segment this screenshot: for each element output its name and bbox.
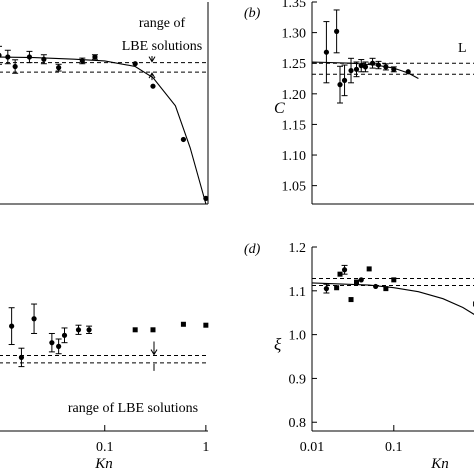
- y-tick-label-d: 1.0: [289, 329, 307, 344]
- data-point-d: [366, 266, 372, 272]
- x-tick-label-c: 1: [202, 440, 209, 455]
- data-point-d: [383, 286, 389, 292]
- data-point-b: [337, 82, 343, 88]
- data-point-c: [9, 323, 15, 329]
- x-axis-label-d: Kn: [430, 456, 449, 472]
- data-point-c: [203, 322, 209, 328]
- data-point-b: [348, 67, 354, 74]
- data-point-a: [180, 136, 187, 143]
- y-axis-label-b: C: [274, 100, 285, 117]
- x-tick-label-d: 0.01: [300, 440, 325, 455]
- data-point-c: [180, 321, 186, 327]
- annotation-range-a-1: range of: [139, 16, 186, 31]
- data-point-d: [341, 267, 348, 273]
- data-point-c: [75, 327, 82, 333]
- y-tick-label-b: 1.10: [282, 149, 307, 164]
- y-tick-label-d: 0.8: [289, 416, 307, 431]
- data-point-a: [56, 65, 62, 71]
- y-tick-label-b: 1.25: [282, 57, 307, 72]
- y-tick-label-d: 1.1: [289, 285, 307, 300]
- data-point-b: [362, 64, 369, 70]
- panel-label-d: (d): [244, 242, 261, 257]
- data-point-d: [358, 277, 364, 283]
- data-point-d: [348, 297, 354, 303]
- data-point-c: [56, 343, 62, 349]
- y-tick-label-b: 1.30: [282, 27, 307, 42]
- data-point-a: [5, 54, 11, 60]
- y-tick-label-b: 1.20: [282, 88, 307, 103]
- data-point-b: [323, 49, 330, 55]
- data-point-b: [375, 62, 382, 68]
- data-point-c: [49, 340, 55, 346]
- x-tick-label-c: 0.1: [96, 440, 114, 455]
- data-point-a: [12, 63, 18, 70]
- data-point-b: [405, 69, 411, 75]
- y-tick-label-b: 1.05: [282, 180, 307, 195]
- x-tick-label-d: 0.1: [385, 440, 403, 455]
- data-point-d: [334, 285, 340, 291]
- legend-fragment-b: L: [458, 41, 467, 56]
- annotation-arrowhead-a-lower: [148, 72, 156, 79]
- fit-curve-d: [311, 282, 474, 315]
- data-point-b: [369, 60, 376, 66]
- x-axis-label-c: Kn: [94, 456, 113, 472]
- annotation-range-c: range of LBE solutions: [68, 401, 198, 416]
- annotation-arrowhead-a: [148, 56, 156, 63]
- y-tick-label-b: 1.35: [282, 0, 307, 11]
- panel-label-b: (b): [244, 6, 261, 21]
- y-tick-label-d: 1.2: [289, 241, 307, 256]
- y-tick-label-d: 0.9: [289, 372, 307, 387]
- data-point-d: [373, 283, 379, 290]
- data-point-a: [92, 54, 98, 60]
- data-point-c: [31, 316, 37, 322]
- data-point-a: [150, 83, 156, 89]
- annotation-arrowhead-c: [150, 349, 158, 356]
- data-point-b: [391, 66, 397, 72]
- data-point-d: [391, 277, 397, 283]
- data-point-d: [337, 271, 343, 277]
- data-point-b: [358, 63, 364, 69]
- data-point-d: [323, 286, 330, 292]
- data-point-c: [132, 327, 138, 333]
- y-tick-label-b: 1.15: [282, 118, 307, 133]
- data-point-b: [341, 77, 348, 83]
- data-point-a: [203, 195, 209, 201]
- annotation-range-a-2: LBE solutions: [122, 39, 203, 54]
- data-point-a: [132, 61, 138, 67]
- data-point-d: [354, 279, 360, 285]
- data-point-c: [18, 354, 25, 360]
- fit-curve-a: [0, 56, 207, 205]
- data-point-b: [383, 64, 389, 70]
- data-point-c: [61, 332, 68, 338]
- data-point-c: [86, 327, 92, 333]
- data-point-c: [150, 327, 156, 333]
- data-point-a: [26, 54, 33, 60]
- data-point-a: [41, 56, 47, 62]
- y-axis-label-d: ξ: [274, 335, 282, 354]
- data-point-b: [334, 28, 340, 34]
- data-point-b: [353, 66, 360, 72]
- data-point-a: [79, 58, 85, 64]
- data-point-a: [0, 52, 2, 58]
